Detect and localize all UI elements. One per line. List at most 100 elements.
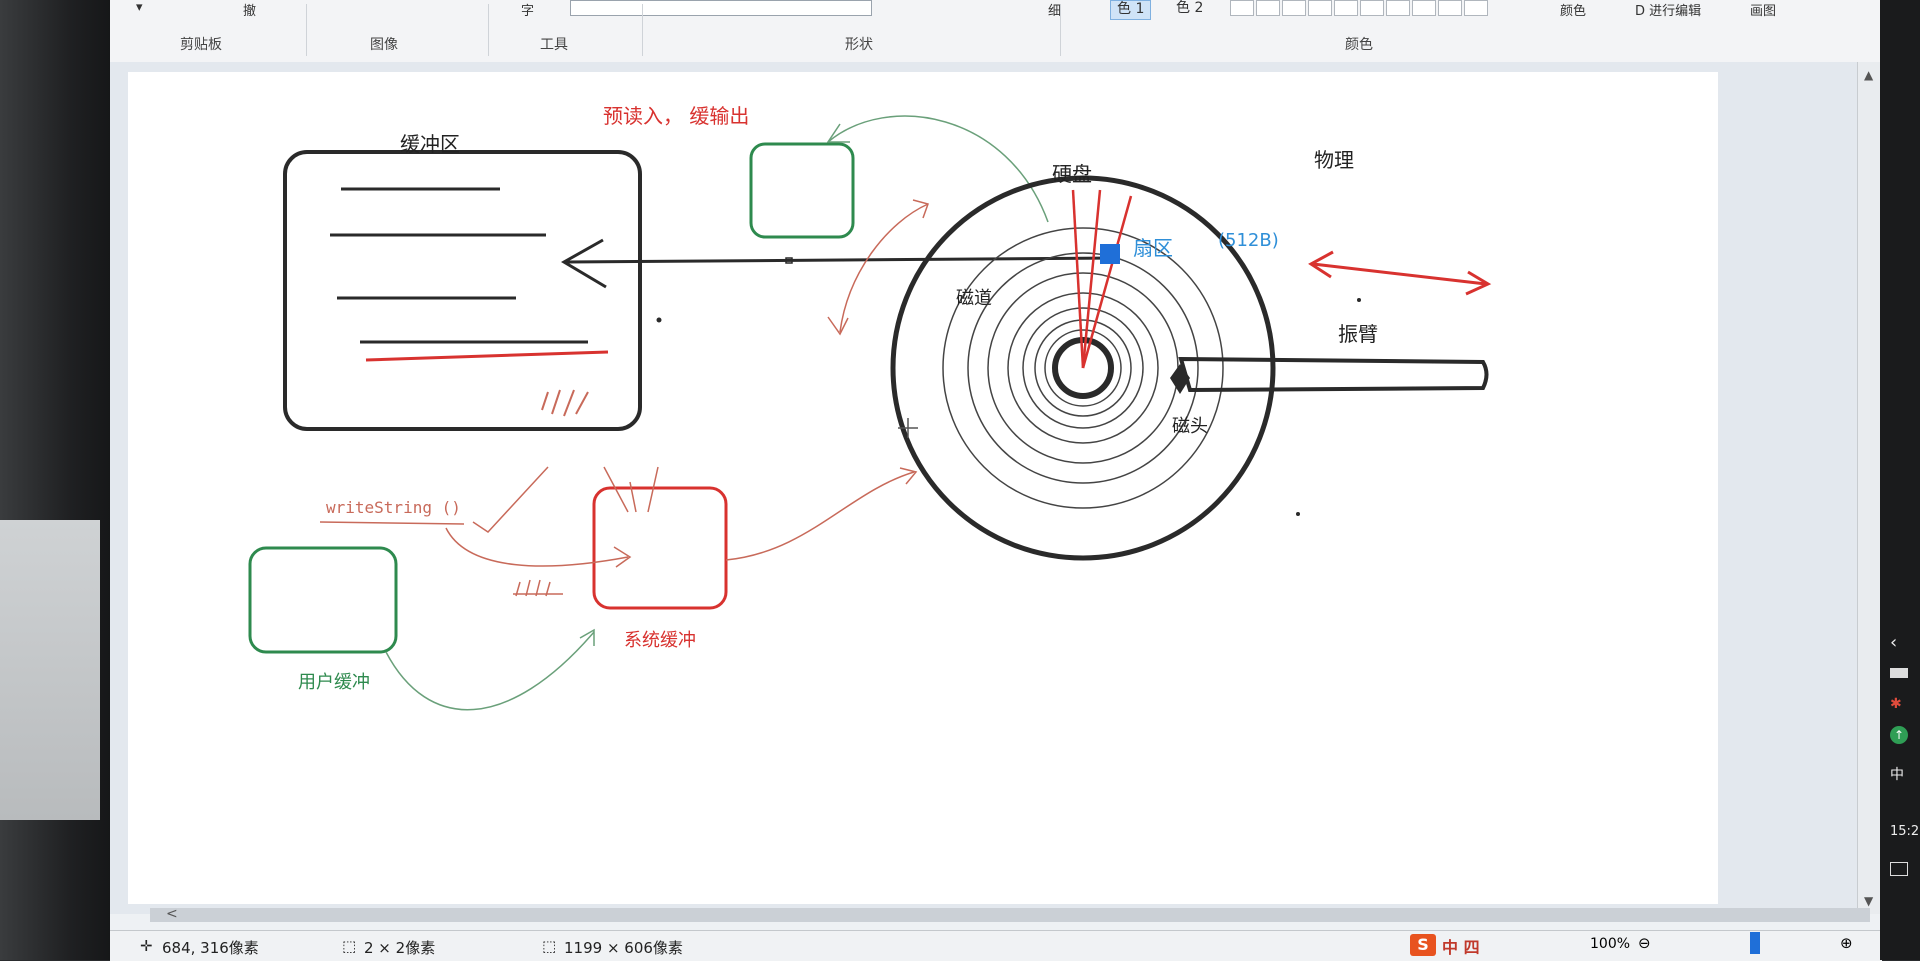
arm-motion-arrow xyxy=(1312,262,1487,286)
select-button[interactable]: 撤 xyxy=(243,4,257,19)
ime-taskbar-char[interactable]: 中 xyxy=(1890,767,1904,783)
read-arrow-head xyxy=(561,238,607,289)
cursor-position: 684, 316像素 xyxy=(162,939,259,957)
ime-indicator[interactable]: S 中 四 xyxy=(1410,930,1500,960)
scroll-down-icon[interactable]: ▼ xyxy=(1864,894,1874,908)
ribbon: ▾ 撤 字 细 色 1 色 2 颜色 D 进行编辑 画图 剪贴板 图像 工具 形… xyxy=(110,0,1882,63)
update-icon[interactable]: ↑ xyxy=(1890,726,1908,744)
zoom-slider-thumb[interactable] xyxy=(1750,932,1760,954)
zoom-out-icon[interactable]: ⊖ xyxy=(1638,934,1651,952)
monitor-bezel-right xyxy=(1880,0,1920,960)
group-shapes: 形状 xyxy=(845,37,873,53)
color1-button[interactable]: 色 1 xyxy=(1110,0,1152,20)
cursor-icon: ✛ xyxy=(140,937,153,955)
text-tool-button[interactable]: 字 xyxy=(521,4,535,19)
chevron-left-icon[interactable]: ‹ xyxy=(1890,632,1898,653)
horizontal-scrollbar[interactable] xyxy=(150,908,1870,922)
write-call-label: writeString () xyxy=(326,498,461,517)
sketch-drawing xyxy=(248,115,1492,711)
shapes-gallery[interactable] xyxy=(570,0,872,16)
group-clipboard: 剪贴板 xyxy=(180,37,222,53)
color-swatch[interactable] xyxy=(1386,0,1410,16)
image-size: 1199 × 606像素 xyxy=(564,939,683,957)
sector-line xyxy=(1071,189,1085,369)
color-swatch[interactable] xyxy=(1308,0,1332,16)
drawing-canvas[interactable]: 预读入， 缓输出 缓冲区 硬盘 物理 扇区 (512B) 磁道 振臂 磁头 wr… xyxy=(128,72,1718,904)
disk-platter xyxy=(890,175,1276,561)
paint-app-button[interactable]: 画图 xyxy=(1750,4,1777,19)
color-swatch[interactable] xyxy=(1334,0,1358,16)
status-bar: ✛ 684, 316像素 ⬚ 2 × 2像素 ⬚ 1199 × 606像素 xyxy=(110,930,1882,961)
size-button[interactable]: 细 xyxy=(1048,4,1062,19)
group-image: 图像 xyxy=(370,37,398,53)
inflow-strokes xyxy=(603,466,659,513)
color2-button[interactable]: 色 2 xyxy=(1176,0,1204,16)
small-marker xyxy=(785,257,793,264)
system-buffer-box xyxy=(592,486,728,610)
disk-track xyxy=(1007,292,1159,444)
color-swatch[interactable] xyxy=(1282,0,1306,16)
clock[interactable]: 15:2 xyxy=(1890,824,1920,839)
divider xyxy=(1060,4,1061,56)
canvas-area: 预读入， 缓输出 缓冲区 硬盘 物理 扇区 (512B) 磁道 振臂 磁头 wr… xyxy=(110,62,1882,914)
green-box-top xyxy=(749,142,855,239)
notification-icon[interactable]: ✱ xyxy=(1890,696,1902,712)
arm-arrow-right xyxy=(1465,270,1492,296)
ime-logo-icon: S xyxy=(1410,934,1436,956)
sector-line xyxy=(1081,189,1102,369)
green-arrowhead xyxy=(826,123,850,143)
sector-size-label: (512B) xyxy=(1218,230,1279,251)
system-buffer-label: 系统缓冲 xyxy=(624,630,696,651)
selection-size: 2 × 2像素 xyxy=(364,939,436,957)
color-swatch[interactable] xyxy=(1256,0,1280,16)
color-swatch[interactable] xyxy=(1360,0,1384,16)
group-tools: 工具 xyxy=(540,37,568,53)
color-swatch[interactable] xyxy=(1464,0,1488,16)
sector-label: 扇区 xyxy=(1133,236,1173,260)
divider xyxy=(488,4,489,56)
image-size-icon: ⬚ xyxy=(542,937,557,955)
battery-icon[interactable] xyxy=(1890,668,1908,678)
green-curve-arrow xyxy=(827,115,1049,223)
edit-with-3d-button[interactable]: D 进行编辑 xyxy=(1635,4,1702,19)
group-colors: 颜色 xyxy=(1345,37,1373,53)
action-center-icon[interactable] xyxy=(1890,862,1908,876)
monitor-bezel-left xyxy=(0,0,128,960)
write-underline xyxy=(319,521,465,525)
disk-track xyxy=(967,252,1199,484)
edit-colors-button[interactable]: 颜色 xyxy=(1560,4,1587,19)
green-lower-arrowhead xyxy=(579,628,595,646)
flush-curve xyxy=(725,471,915,561)
disk-label: 硬盘 xyxy=(1052,162,1092,186)
arm-label: 振臂 xyxy=(1338,322,1378,346)
paint-window: ▾ 撤 字 细 色 1 色 2 颜色 D 进行编辑 画图 剪贴板 图像 工具 形… xyxy=(110,0,1882,961)
crosshair-cursor xyxy=(898,418,918,438)
red-arrowhead xyxy=(827,316,849,336)
disk-track xyxy=(1034,319,1132,417)
color-swatch[interactable] xyxy=(1438,0,1462,16)
sector-line xyxy=(1081,195,1133,369)
write-curve xyxy=(445,527,629,567)
disk-track xyxy=(1044,329,1122,407)
chevron-down-icon[interactable]: ▾ xyxy=(136,0,143,15)
buffer-line-red xyxy=(365,350,609,362)
hatch-strokes xyxy=(513,579,563,597)
ribbon-top-row: ▾ 撤 字 细 色 1 色 2 颜色 D 进行编辑 画图 xyxy=(110,0,1882,20)
scroll-left-icon[interactable]: < xyxy=(166,906,178,922)
ribbon-group-labels: 剪贴板 图像 工具 形状 颜色 xyxy=(110,34,1882,56)
zoom-level: 100% xyxy=(1590,936,1631,952)
color-swatch[interactable] xyxy=(1412,0,1436,16)
dot xyxy=(1357,298,1361,302)
color-swatch[interactable] xyxy=(1230,0,1254,16)
color-palette[interactable] xyxy=(1230,0,1488,16)
buffer-label: 缓冲区 xyxy=(400,132,460,156)
buffer-hatch xyxy=(541,389,589,417)
zoom-in-icon[interactable]: ⊕ xyxy=(1840,934,1853,952)
flush-arrowhead xyxy=(899,467,918,485)
disk-spindle xyxy=(1052,337,1114,399)
dot xyxy=(1296,512,1300,516)
vertical-scrollbar[interactable]: ▲ ▼ xyxy=(1857,62,1882,914)
scroll-up-icon[interactable]: ▲ xyxy=(1864,68,1874,82)
ime-mode: 中 四 xyxy=(1442,938,1480,957)
title-red-label: 预读入， 缓输出 xyxy=(603,104,750,128)
